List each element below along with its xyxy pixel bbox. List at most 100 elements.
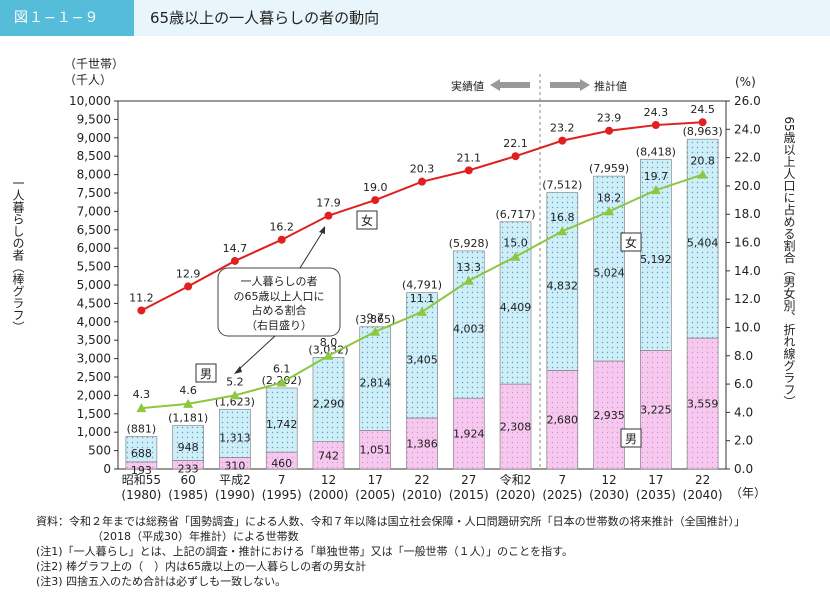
- total-value-label: (4,791): [402, 279, 442, 292]
- male-bar: [312, 441, 345, 470]
- male-tag-bar-text: 男: [625, 432, 637, 446]
- female-value-label: 4,832: [547, 279, 579, 292]
- female-ratio-value-label: 23.2: [550, 122, 575, 135]
- female-ratio-value-label: 20.3: [410, 163, 435, 176]
- total-value-label: (5,928): [449, 237, 489, 250]
- total-value-label: (3,032): [308, 343, 348, 356]
- left-tick-label: 6,500: [77, 223, 111, 237]
- male-value-label: 460: [271, 457, 292, 470]
- male-ratio-value-label: 4.6: [179, 384, 197, 397]
- female-bar: [359, 326, 392, 431]
- female-ratio-point: [558, 136, 567, 145]
- total-value-label: (8,963): [683, 125, 723, 138]
- male-ratio-point: [463, 275, 474, 285]
- male-ratio-value-label: 4.3: [133, 388, 151, 401]
- left-axis-label: 一人暮らしの者（棒グラフ）: [11, 177, 25, 333]
- male-ratio-point: [136, 403, 147, 413]
- x-year-label: (1985): [168, 488, 208, 502]
- female-bar: [265, 387, 298, 453]
- total-value-label: (3,865): [355, 313, 395, 326]
- callout-line-3: 占める割合: [252, 303, 307, 317]
- x-era-label: 22: [695, 473, 710, 487]
- left-tick-label: 8,000: [77, 168, 111, 182]
- callout-line-4: （右目盛り）: [246, 318, 312, 332]
- female-ratio-value-label: 17.9: [316, 197, 341, 210]
- total-value-label: (1,181): [168, 412, 208, 425]
- male-ratio-value-label: 18.2: [597, 191, 622, 204]
- female-ratio-value-label: 22.1: [503, 137, 528, 150]
- male-ratio-value-label: 6.1: [273, 363, 291, 376]
- right-tick-label: 4.0: [734, 405, 753, 419]
- x-axis-labels: 昭和55(1980)60(1985)平成2(1990)7(1995)12(200…: [121, 472, 722, 502]
- left-tick-label: 500: [88, 444, 111, 458]
- male-bar: [593, 360, 625, 470]
- total-value-label: (7,959): [589, 162, 629, 175]
- male-value-label: 2,935: [593, 409, 625, 422]
- male-bar: [640, 350, 672, 470]
- right-tick-label: 12.0: [734, 292, 761, 306]
- female-ratio-point: [371, 196, 380, 205]
- female-value-label: 3,405: [406, 353, 438, 366]
- left-tick-label: 9,000: [77, 131, 111, 145]
- female-ratio-point: [230, 256, 239, 265]
- x-era-label: 7: [558, 473, 566, 487]
- x-year-label: (2005): [355, 488, 395, 502]
- male-bar: [406, 417, 438, 470]
- callout-line-1: 一人暮らしの者: [241, 274, 318, 288]
- female-ratio-value-label: 14.7: [223, 242, 248, 255]
- male-value-label: 193: [131, 464, 152, 477]
- projected-label: 推計値: [594, 79, 627, 93]
- female-bar: [172, 425, 204, 461]
- male-ratio-point: [183, 398, 194, 408]
- right-tick-label: 10.0: [734, 320, 761, 334]
- male-bar: [359, 430, 392, 470]
- x-era-label: 令和2: [500, 472, 532, 487]
- notes: 資料：令和２年までは総務省「国勢調査」による人数、令和７年以降は国立社会保障・人…: [36, 514, 826, 589]
- x-era-label: 12: [601, 473, 616, 487]
- male-value-label: 2,680: [547, 414, 579, 427]
- male-ratio-point: [697, 169, 708, 179]
- right-tick-label: 26.0: [734, 94, 761, 108]
- x-year-label: (1995): [262, 488, 302, 502]
- title-bar: 図１−１−９ 65歳以上の一人暮らしの者の動向: [0, 0, 830, 36]
- female-ratio-point: [137, 306, 146, 315]
- right-tick-label: 22.0: [734, 151, 761, 165]
- male-value-label: 3,225: [640, 404, 672, 417]
- male-ratio-point: [276, 377, 287, 387]
- female-bar: [125, 436, 158, 463]
- male-value-label: 1,051: [359, 444, 391, 457]
- male-value-label: 1,386: [406, 437, 438, 450]
- total-value-label: (6,717): [495, 208, 535, 221]
- left-tick-label: 0: [103, 462, 111, 476]
- right-tick-label: 16.0: [734, 236, 761, 250]
- female-ratio-value-label: 23.9: [597, 112, 622, 125]
- chart: （千世帯） （千人） (%) 一人暮らしの者（棒グラフ） 65歳以上人口に占める…: [11, 57, 796, 502]
- note-2: (注2) 棒グラフ上の（ ）内は65歳以上の一人暮らしの者の男女計: [36, 560, 367, 573]
- x-era-label: 17: [368, 473, 383, 487]
- right-axis-unit: (%): [735, 75, 756, 89]
- female-value-label: 1,313: [219, 431, 251, 444]
- left-axis-ticks: 0 500 1,000 1,500 2,000 2,500 3,000 3,500 4,000 4…: [69, 94, 118, 476]
- total-value-label: (881): [127, 423, 157, 436]
- x-era-label: 平成2: [219, 473, 251, 487]
- left-tick-label: 4,000: [77, 315, 111, 329]
- female-value-label: 2,814: [359, 377, 391, 390]
- female-value-label: 2,290: [313, 398, 345, 411]
- male-value-label: 1,924: [453, 428, 485, 441]
- figure-label: 図１−１−９: [0, 0, 134, 36]
- male-value-label: 2,308: [500, 421, 532, 434]
- lines: 11.2 12.9 14.7 16.2 17.9 19.0 20.3 21.1 22.1 23.2…: [129, 103, 715, 413]
- male-ratio-point: [417, 306, 427, 316]
- total-value-label: (1,623): [215, 395, 255, 408]
- left-axis-unit-2: （千人）: [64, 73, 112, 87]
- female-bar: [499, 221, 532, 385]
- left-tick-label: 9,500: [77, 112, 111, 126]
- female-bar: [312, 357, 345, 442]
- male-ratio-point: [510, 251, 521, 261]
- right-tick-label: 2.0: [734, 434, 753, 448]
- x-era-label: 27: [461, 473, 476, 487]
- female-ratio-value-label: 11.2: [129, 291, 154, 304]
- male-ratio-value-label: 13.3: [457, 261, 482, 274]
- x-year-label: (1990): [215, 488, 255, 502]
- right-tick-label: 20.0: [734, 179, 761, 193]
